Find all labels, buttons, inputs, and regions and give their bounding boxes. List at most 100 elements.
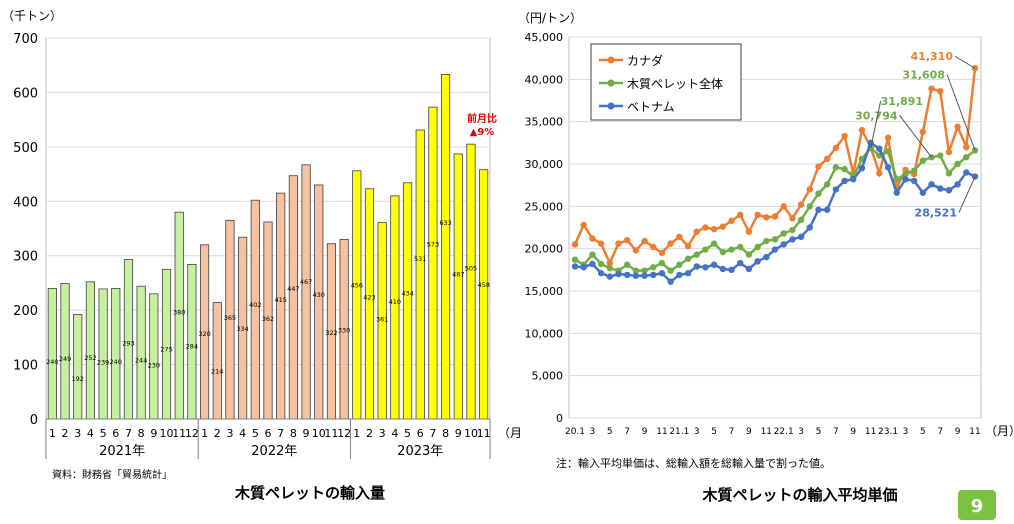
x-tick-label: 11 xyxy=(172,427,186,440)
point-value-label: 31,891 xyxy=(881,95,923,108)
x-tick-label: 9 xyxy=(955,427,961,437)
x-tick-label: 6 xyxy=(417,427,424,440)
x-tick-label: 20.1 xyxy=(565,427,585,437)
point-value-label: 41,310 xyxy=(911,50,954,63)
x-tick-label: 3 xyxy=(379,427,386,440)
year-group-label: 2021年 xyxy=(99,444,145,459)
series-point xyxy=(650,271,657,279)
x-tick-label: 8 xyxy=(442,427,449,440)
series-point xyxy=(650,243,657,251)
series-point xyxy=(710,225,718,233)
series-point xyxy=(789,236,796,243)
x-tick-label: 3 xyxy=(74,427,81,440)
series-point xyxy=(589,251,596,258)
chart-title: 木質ペレットの輸入量 xyxy=(234,484,385,502)
x-tick-label: 7 xyxy=(277,427,284,440)
x-tick-label: 22.1 xyxy=(774,427,794,437)
x-tick-label: 2 xyxy=(214,427,221,440)
series-point xyxy=(737,243,744,251)
bar-value-label: 458 xyxy=(477,281,489,289)
x-tick-label: 4 xyxy=(239,427,246,440)
bar-value-label: 456 xyxy=(351,282,363,290)
y-tick-label: 600 xyxy=(13,86,38,101)
y-tick-label: 20,000 xyxy=(525,243,564,256)
series-point xyxy=(650,264,657,271)
bar-value-label: 334 xyxy=(236,325,248,333)
series-point xyxy=(789,214,796,222)
bar-value-label: 252 xyxy=(84,354,96,362)
series-point xyxy=(719,248,727,256)
y-tick-label: 200 xyxy=(13,304,38,319)
series-point xyxy=(763,237,770,245)
x-tick-label: 10 xyxy=(160,427,174,440)
bar-value-label: 402 xyxy=(249,301,261,309)
series-point xyxy=(615,270,622,278)
series-point xyxy=(632,247,640,254)
series-point xyxy=(963,169,970,176)
series-point xyxy=(606,259,613,267)
series-point xyxy=(702,224,709,231)
series-point xyxy=(597,270,605,277)
x-tick-label: 1 xyxy=(353,427,360,440)
bar-value-label: 365 xyxy=(224,314,236,322)
series-point xyxy=(676,261,683,268)
series-point xyxy=(797,233,805,241)
series-point xyxy=(710,240,718,247)
y-tick-label: 10,000 xyxy=(525,327,564,340)
series-point xyxy=(797,216,805,224)
series-point xyxy=(884,134,892,141)
series-point xyxy=(797,201,805,208)
bar-value-label: 293 xyxy=(122,339,134,347)
x-axis-unit-label: （月） xyxy=(498,426,520,440)
mom-change-value: ▲9% xyxy=(470,127,495,138)
series-point xyxy=(754,211,761,218)
y-axis-label: （円/トン） xyxy=(518,11,582,25)
bar-value-label: 244 xyxy=(135,357,147,365)
y-tick-label: 700 xyxy=(13,32,38,47)
series-point xyxy=(597,260,605,268)
series-point xyxy=(632,272,640,279)
x-tick-label: 7 xyxy=(833,427,839,437)
x-tick-label: 12 xyxy=(337,427,351,440)
x-tick-label: 11 xyxy=(865,427,876,437)
bar-value-label: 275 xyxy=(160,346,172,354)
series-point xyxy=(693,263,700,270)
x-tick-label: 5 xyxy=(100,427,107,440)
series-point xyxy=(937,185,944,192)
bar-value-label: 467 xyxy=(300,278,312,286)
mom-change-label: 前月比 xyxy=(467,112,497,125)
x-tick-label: 9 xyxy=(746,427,752,437)
series-point xyxy=(667,267,674,274)
series-point xyxy=(815,190,822,197)
series-point xyxy=(919,157,927,164)
x-tick-label: 6 xyxy=(112,427,119,440)
bar-value-label: 240 xyxy=(46,358,58,366)
series-point xyxy=(719,223,727,230)
page-number-badge: 9 xyxy=(958,490,996,520)
legend-label: カナダ xyxy=(627,53,663,68)
x-tick-label: 2 xyxy=(62,427,69,440)
point-value-label: 28,521 xyxy=(915,207,957,220)
series-point xyxy=(571,241,579,248)
x-tick-label: 7 xyxy=(125,427,132,440)
x-tick-label: 7 xyxy=(429,427,436,440)
series-point xyxy=(641,267,648,274)
series-point xyxy=(823,155,831,163)
series-point xyxy=(571,263,579,270)
x-tick-label: 1 xyxy=(49,427,56,440)
x-tick-label: 10 xyxy=(312,427,326,440)
bar-value-label: 361 xyxy=(376,315,388,323)
series-point xyxy=(684,255,692,263)
x-axis-unit-label: （月） xyxy=(985,424,1014,438)
series-point xyxy=(606,264,613,272)
series-point xyxy=(902,170,909,178)
bar-value-label: 284 xyxy=(186,343,198,351)
series-point xyxy=(754,258,761,265)
x-tick-label: 5 xyxy=(920,427,926,437)
x-tick-label: 9 xyxy=(303,427,310,440)
bar-value-label: 330 xyxy=(338,326,350,334)
series-point xyxy=(728,217,735,224)
series-point xyxy=(841,177,848,185)
series-point xyxy=(910,177,918,185)
series-point xyxy=(737,211,744,218)
